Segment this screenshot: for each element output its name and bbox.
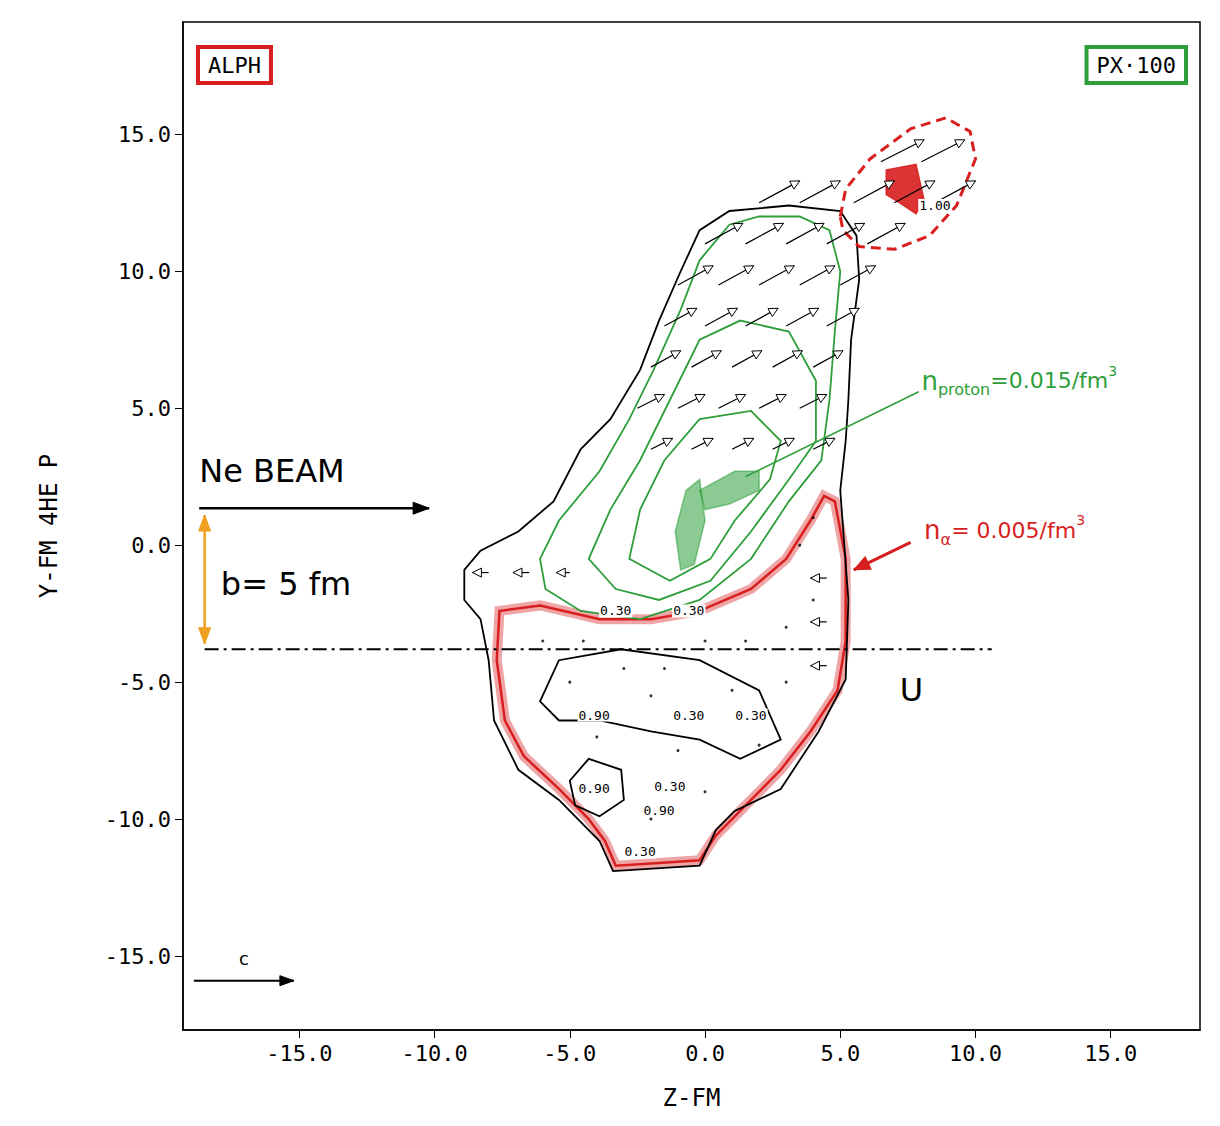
svg-text:= 0.005/fm: = 0.005/fm [951,518,1076,543]
svg-text:0.90: 0.90 [578,708,609,723]
svg-text:0.90: 0.90 [578,781,609,796]
svg-text:0.30: 0.30 [673,708,704,723]
svg-text:0.30: 0.30 [654,779,685,794]
svg-text:c: c [239,948,249,969]
svg-text:5.0: 5.0 [820,1041,860,1066]
svg-text:3: 3 [1076,512,1085,528]
svg-text:0.0: 0.0 [131,533,171,558]
svg-text:ALPH: ALPH [208,53,261,78]
svg-text:0.30: 0.30 [600,603,631,618]
svg-text:-5.0: -5.0 [118,670,171,695]
svg-text:0.90: 0.90 [643,803,674,818]
svg-text:15.0: 15.0 [1084,1041,1137,1066]
svg-text:proton: proton [938,380,990,399]
svg-text:b= 5 fm: b= 5 fm [221,565,351,603]
svg-text:n: n [924,515,940,545]
svg-text:Y-FM 4HE P: Y-FM 4HE P [35,454,63,599]
svg-text:3: 3 [1108,363,1117,379]
svg-text:U: U [900,671,923,709]
svg-text:PX·100: PX·100 [1097,53,1176,78]
svg-text:10.0: 10.0 [949,1041,1002,1066]
svg-text:-10.0: -10.0 [105,807,171,832]
svg-text:α: α [941,530,952,549]
svg-text:Ne BEAM: Ne BEAM [199,452,344,490]
svg-text:-5.0: -5.0 [543,1041,596,1066]
svg-text:1.00: 1.00 [919,198,950,213]
svg-text:0.30: 0.30 [735,708,766,723]
svg-text:-10.0: -10.0 [401,1041,467,1066]
svg-text:5.0: 5.0 [131,396,171,421]
svg-text:-15.0: -15.0 [105,944,171,969]
svg-text:15.0: 15.0 [118,122,171,147]
svg-text:Z-FM: Z-FM [663,1084,721,1112]
svg-text:0.30: 0.30 [624,844,655,859]
svg-text:n: n [921,366,937,396]
svg-text:0.0: 0.0 [685,1041,725,1066]
svg-text:=0.015/fm: =0.015/fm [990,368,1108,393]
svg-text:-15.0: -15.0 [266,1041,332,1066]
svg-text:0.30: 0.30 [673,603,704,618]
svg-text:10.0: 10.0 [118,259,171,284]
